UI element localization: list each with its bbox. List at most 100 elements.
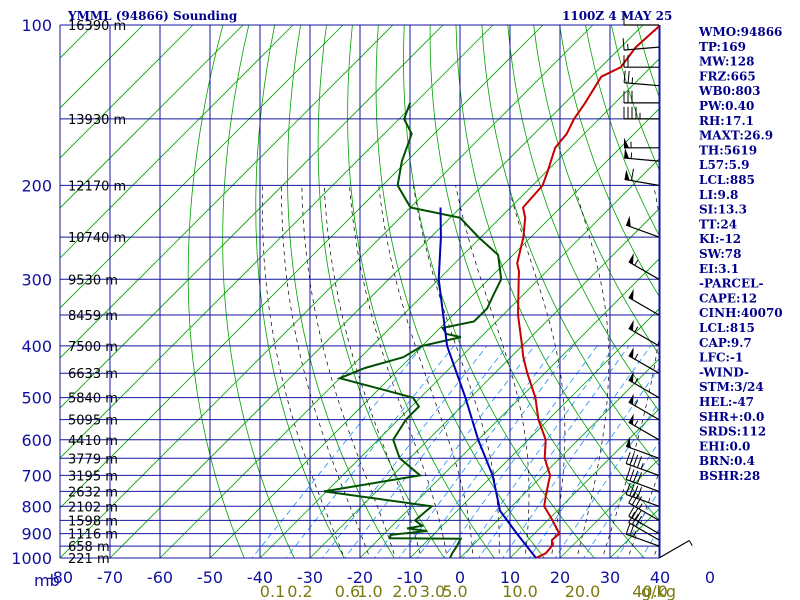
index-value: CAPE:12	[699, 291, 757, 305]
wind-barb-feather	[623, 70, 626, 83]
wind-barb-shaft	[628, 355, 660, 374]
isotherm-line	[509, 408, 659, 558]
wind-barb	[623, 90, 659, 104]
moist-adiabat-line	[627, 471, 659, 558]
wind-barb	[625, 436, 660, 459]
dry-adiabat-line	[481, 25, 659, 467]
dry-adiabat-line	[507, 25, 659, 412]
wind-barb-flag	[626, 436, 631, 448]
index-value: SHR+:0.0	[699, 410, 764, 424]
isotherm-line	[259, 158, 659, 558]
wind-barb-shaft	[625, 533, 660, 547]
isotherm-line	[209, 108, 659, 558]
index-value: SI:13.3	[699, 203, 747, 217]
index-value: SRDS:112	[699, 425, 766, 439]
grid-layer	[59, 24, 661, 559]
wind-barb-flag	[624, 137, 629, 148]
mixing-ratio-line	[528, 367, 659, 558]
pressure-tick-label: 900	[21, 525, 52, 544]
mixing-ratio-line	[321, 345, 488, 558]
pressure-tick-label: 800	[21, 497, 52, 516]
temperature-tick-label: 0	[455, 568, 465, 587]
index-value: PW:0.40	[699, 99, 754, 113]
wind-barb-shaft	[625, 462, 660, 476]
temperature-tick-label: 10	[500, 568, 520, 587]
index-value: MAXT:26.9	[699, 129, 773, 143]
wind-barb	[624, 148, 660, 162]
moist-adiabat-line	[507, 185, 566, 558]
wind-barb-shaft	[628, 421, 660, 441]
wind-barb-shaft	[624, 82, 660, 87]
wind-barb	[624, 168, 660, 186]
wind-barb	[623, 106, 659, 120]
wind-barb	[625, 215, 660, 238]
wind-barb-feather	[625, 522, 631, 535]
temperature-tick-label: 0	[705, 568, 715, 587]
chart-timestamp: 1100Z 4 MAY 25	[562, 9, 672, 23]
mixing-ratio-line	[478, 345, 630, 558]
dry-adiabat-line	[585, 25, 659, 236]
wind-barb-feather	[628, 505, 636, 517]
wind-barb-flag	[628, 319, 634, 331]
wind-barb-half-feather	[634, 420, 639, 427]
temperature-tick-label: 20	[550, 568, 570, 587]
height-tick-label: 6633 m	[68, 367, 118, 382]
height-tick-label: 2632 m	[68, 485, 118, 500]
isotherm-line	[60, 25, 344, 309]
wind-barb-feather	[633, 454, 639, 467]
mixing-ratio-label: 0.6	[335, 582, 360, 600]
height-tick-label: 3195 m	[68, 469, 118, 484]
index-value: LI:9.8	[699, 188, 738, 202]
index-value: -PARCEL-	[699, 277, 764, 291]
wind-barb-flag	[628, 413, 634, 425]
wind-barb	[623, 70, 660, 87]
wind-barb-shaft	[624, 178, 660, 186]
mixing-ratio-label: 1.0	[357, 582, 382, 600]
isotherm-line	[159, 58, 659, 558]
moist-adiabat-line	[301, 185, 396, 558]
temperature-tick-label: 40	[650, 568, 670, 587]
index-value: SW:78	[699, 247, 741, 261]
index-value: BRN:0.4	[699, 454, 755, 468]
index-value: TP:169	[699, 40, 746, 54]
wind-barb	[623, 55, 659, 68]
isotherm-line	[60, 25, 244, 209]
pressure-tick-label: 600	[21, 431, 52, 450]
index-value: -WIND-	[699, 365, 749, 379]
isotherm-line	[559, 458, 659, 558]
isotherm-line	[60, 25, 594, 558]
mixing-ratio-line	[443, 345, 598, 558]
index-value: TT:24	[699, 217, 737, 231]
dry-adiabat-line	[255, 25, 345, 558]
height-tick-label: 1598 m	[68, 514, 118, 529]
height-tick-label: 4410 m	[68, 434, 118, 449]
height-tick-label: 5840 m	[68, 392, 118, 407]
wind-barb-half-feather	[633, 531, 637, 538]
dry-adiabat-line	[347, 25, 495, 558]
height-tick-label: 3779 m	[68, 452, 118, 467]
index-value: STM:3/24	[699, 380, 764, 394]
wind-barb-half-feather	[631, 77, 634, 84]
height-tick-label: 12170 m	[68, 179, 126, 194]
wind-barb-shaft	[625, 445, 660, 459]
wind-barb	[628, 347, 660, 374]
height-tick-label: 221 m	[68, 552, 110, 567]
temperature-tick-label: -20	[347, 568, 373, 587]
moist-adiabat-line	[262, 185, 345, 558]
wind-barb-feather	[631, 494, 639, 506]
wind-barb	[628, 371, 660, 399]
wind-barb	[628, 393, 660, 421]
height-tick-label: 1116 m	[68, 528, 118, 543]
chart-title: YMML (94866) Sounding	[67, 9, 238, 23]
index-value: LCL:885	[699, 173, 755, 187]
height-tick-label: 2102 m	[68, 500, 118, 515]
mixing-ratio-line	[398, 345, 558, 558]
wind-barb-feather	[627, 71, 630, 84]
wind-barb-flag	[628, 371, 634, 383]
wind-barb-flag	[628, 288, 634, 300]
isotherm-line	[60, 25, 544, 509]
wind-barb-feather	[633, 485, 639, 498]
moist-adiabat-line	[378, 185, 474, 558]
parcel-line	[437, 207, 537, 558]
moist-adiabat-line	[602, 185, 659, 558]
